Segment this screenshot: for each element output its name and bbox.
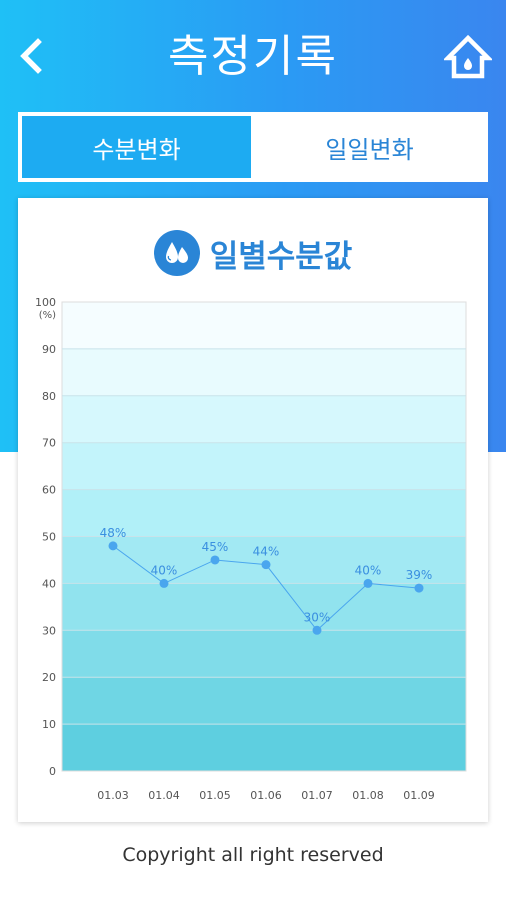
- x-tick-label: 01.06: [250, 789, 282, 802]
- home-icon: [442, 34, 494, 79]
- data-point: [312, 625, 322, 635]
- data-point: [414, 583, 424, 593]
- chart-band-20: [62, 630, 466, 678]
- chart-band-80: [62, 348, 466, 396]
- water-drop-icon: [153, 230, 200, 276]
- y-tick-label: 20: [42, 671, 56, 684]
- y-tick-label: 0: [49, 765, 56, 778]
- x-tick-label: 01.07: [301, 789, 333, 802]
- tab-daily-change[interactable]: 일일변화: [255, 116, 484, 178]
- x-tick-label: 01.05: [199, 789, 231, 802]
- x-tick-label: 01.04: [148, 789, 180, 802]
- data-point: [108, 541, 118, 551]
- header: 측정기록: [0, 0, 506, 112]
- data-point: [159, 578, 169, 588]
- chart-band-70: [62, 395, 466, 443]
- tab-moisture-change[interactable]: 수분변화: [22, 116, 251, 178]
- data-label: 48%: [100, 526, 127, 540]
- y-tick-label: 90: [42, 343, 56, 356]
- chart-band-10: [62, 677, 466, 725]
- data-point: [261, 560, 271, 570]
- chart-title: 일별수분값: [209, 238, 353, 275]
- data-point: [363, 578, 373, 588]
- y-tick-label: 50: [42, 531, 56, 544]
- y-tick-label: 10: [42, 718, 56, 731]
- data-point: [210, 555, 220, 565]
- y-unit-label: (%): [39, 310, 56, 321]
- chart-card: 일별수분값 0 10 20 30 40 50 60 70 80 90 100 (%) 01.03 01.0…: [18, 198, 488, 822]
- chart-band-90: [62, 302, 466, 349]
- chart-band-50: [62, 489, 466, 537]
- chevron-left-icon: [20, 38, 42, 74]
- y-tick-label: 40: [42, 577, 56, 590]
- home-button[interactable]: [442, 34, 494, 80]
- data-label: 39%: [406, 568, 433, 582]
- x-tick-label: 01.08: [352, 789, 384, 802]
- tab-bar: 수분변화 일일변화: [18, 112, 488, 182]
- data-label: 40%: [151, 563, 178, 577]
- data-label: 45%: [202, 540, 229, 554]
- chart-band-40: [62, 536, 466, 584]
- data-label: 30%: [304, 610, 331, 624]
- chart-header: 일별수분값: [18, 228, 488, 278]
- chart-band-30: [62, 583, 466, 631]
- y-tick-label: 70: [42, 437, 56, 450]
- y-tick-label: 30: [42, 624, 56, 637]
- chart-band-0: [62, 724, 466, 771]
- chart-band-60: [62, 442, 466, 490]
- x-tick-label: 01.03: [97, 789, 129, 802]
- moisture-line-chart: 0 10 20 30 40 50 60 70 80 90 100(%) 01.03 01.04 01.05…: [35, 296, 467, 802]
- y-tick-label: 100: [35, 296, 56, 309]
- data-label: 44%: [253, 545, 280, 559]
- y-tick-label: 60: [42, 484, 56, 497]
- y-tick-label: 80: [42, 390, 56, 403]
- page-title: 측정기록: [168, 31, 338, 82]
- copyright-text: Copyright all right reserved: [122, 844, 384, 866]
- x-tick-label: 01.09: [403, 789, 435, 802]
- data-label: 40%: [355, 563, 382, 577]
- back-button[interactable]: [12, 36, 52, 76]
